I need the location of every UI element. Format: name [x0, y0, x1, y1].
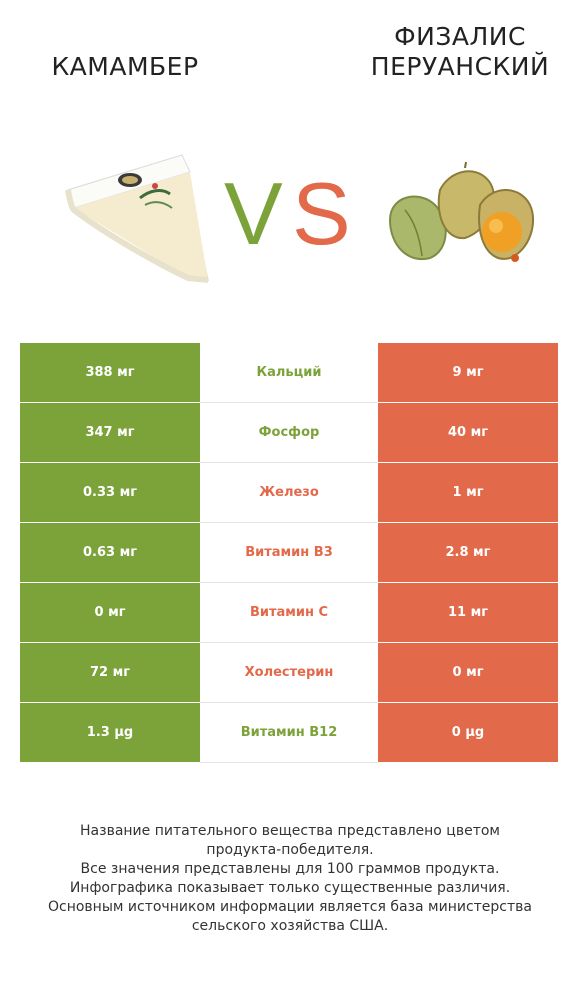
footer-line: Инфографика показывает только существенн…: [69, 880, 511, 896]
footer-line: Основным источником информации является …: [48, 899, 532, 915]
footer-note: Название питательного вещества представл…: [20, 822, 560, 936]
nutrient-row: 388 мг Кальций 9 мг: [20, 343, 558, 403]
left-value-cell: 0 мг: [20, 582, 200, 643]
left-value-cell: 347 мг: [20, 402, 200, 463]
nutrient-row: 0 мг Витамин C 11 мг: [20, 582, 558, 643]
physalis-fruit-image: [388, 161, 535, 262]
right-value-cell: 1 мг: [378, 462, 558, 523]
nutrient-name-cell: Фосфор: [200, 402, 378, 463]
vs-mark: V S: [224, 168, 351, 258]
footer-line: продукта-победителя.: [206, 842, 374, 858]
left-value-cell: 72 мг: [20, 642, 200, 703]
nutrient-name-cell: Витамин B12: [200, 702, 378, 763]
nutrient-name-cell: Витамин B3: [200, 522, 378, 583]
right-value-cell: 40 мг: [378, 402, 558, 463]
vs-s-letter: S: [292, 168, 351, 258]
right-value-cell: 0 µg: [378, 702, 558, 763]
footer-line: Название питательного вещества представл…: [80, 823, 500, 839]
nutrient-row: 0.63 мг Витамин B3 2.8 мг: [20, 522, 558, 583]
right-value-cell: 11 мг: [378, 582, 558, 643]
right-value-cell: 9 мг: [378, 343, 558, 403]
left-product-title: Камамбер: [51, 52, 199, 81]
vs-v-letter: V: [224, 168, 283, 258]
comparison-rows: 388 мг Кальций 9 мг 347 мг Фосфор 40 мг 0.33 м…: [20, 343, 558, 763]
left-value-cell: 388 мг: [20, 343, 200, 403]
nutrient-row: 72 мг Холестерин 0 мг: [20, 642, 558, 703]
nutrient-row: 0.33 мг Железо 1 мг: [20, 462, 558, 523]
nutrient-name-cell: Витамин C: [200, 582, 378, 643]
footer-line: Все значения представлены для 100 граммо…: [80, 861, 500, 877]
nutrient-row: 347 мг Фосфор 40 мг: [20, 402, 558, 463]
right-value-cell: 2.8 мг: [378, 522, 558, 583]
comparison-table: 388 мг Кальций 9 мг 347 мг Фосфор 40 мг 0.33 м…: [20, 343, 558, 763]
right-product-title-line1: Физалис: [394, 22, 526, 51]
nutrient-name-cell: Железо: [200, 462, 378, 523]
right-product-title-line2: перуанский: [370, 52, 550, 81]
right-product-title: Физалис перуанский: [350, 22, 570, 82]
camembert-cheese-image: [65, 154, 209, 283]
footer-line: сельского хозяйства США.: [191, 918, 389, 934]
nutrient-name-cell: Кальций: [200, 343, 378, 403]
left-value-cell: 0.63 мг: [20, 522, 200, 583]
right-value-cell: 0 мг: [378, 642, 558, 703]
nutrient-row: 1.3 µg Витамин B12 0 µg: [20, 702, 558, 763]
nutrient-name-cell: Холестерин: [200, 642, 378, 703]
left-value-cell: 1.3 µg: [20, 702, 200, 763]
left-value-cell: 0.33 мг: [20, 462, 200, 523]
